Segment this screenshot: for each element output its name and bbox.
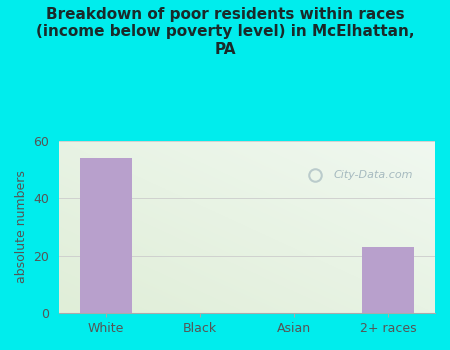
Text: Breakdown of poor residents within races
(income below poverty level) in McElhat: Breakdown of poor residents within races… bbox=[36, 7, 414, 57]
Bar bbox=[362, 247, 414, 313]
Y-axis label: absolute numbers: absolute numbers bbox=[15, 170, 28, 283]
Bar bbox=[80, 158, 132, 313]
Text: City-Data.com: City-Data.com bbox=[333, 170, 413, 180]
